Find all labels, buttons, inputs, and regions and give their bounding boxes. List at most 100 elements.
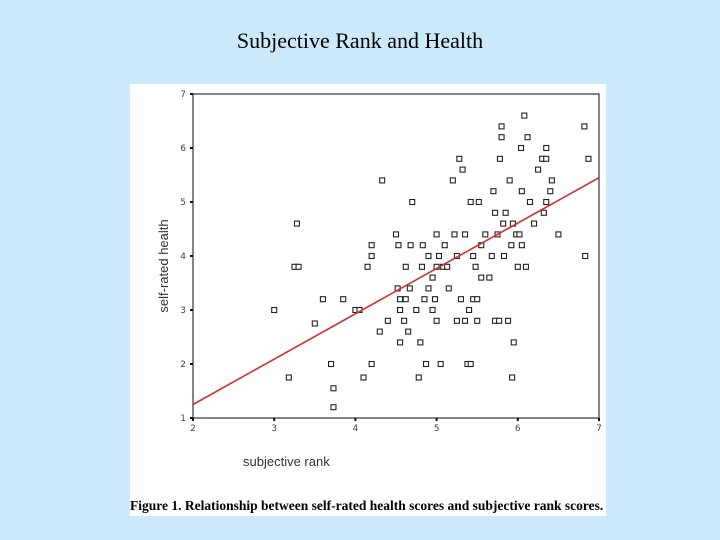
data-point — [526, 198, 534, 206]
data-point — [413, 306, 420, 314]
data-point — [509, 374, 516, 381]
y-tick-label: 4 — [180, 252, 186, 262]
data-point — [496, 317, 503, 324]
data-point — [510, 339, 517, 346]
data-point — [518, 188, 525, 195]
data-point — [581, 123, 588, 130]
data-point — [506, 177, 513, 184]
data-point — [498, 134, 505, 141]
data-point — [490, 188, 497, 195]
data-point — [514, 263, 521, 270]
data-point — [437, 360, 444, 368]
x-axis-label: subjective rank — [243, 454, 330, 469]
data-point — [271, 306, 278, 314]
data-point — [415, 374, 422, 381]
data-point — [368, 252, 375, 260]
data-point — [397, 306, 404, 314]
data-point — [327, 360, 335, 368]
data-point — [429, 306, 436, 314]
data-point — [548, 177, 555, 184]
data-point — [376, 328, 383, 335]
data-point — [457, 296, 465, 303]
data-point — [401, 317, 408, 324]
data-point — [540, 209, 547, 216]
data-point — [518, 242, 525, 249]
data-point — [395, 242, 402, 249]
data-point — [402, 263, 409, 270]
data-point — [368, 360, 375, 368]
data-point — [449, 177, 456, 184]
x-tick-label: 6 — [515, 424, 521, 434]
y-tick-label: 7 — [180, 90, 186, 100]
slide-title: Subjective Rank and Health — [236, 28, 484, 53]
data-point — [488, 252, 495, 260]
regression-line — [192, 177, 600, 406]
data-point — [461, 317, 469, 324]
x-tick-label: 4 — [353, 424, 359, 434]
data-point — [521, 112, 528, 119]
data-point — [459, 166, 466, 173]
data-point — [543, 144, 550, 152]
data-point — [421, 296, 428, 303]
data-point — [467, 198, 474, 206]
data-point — [524, 134, 531, 141]
data-point — [360, 374, 367, 381]
y-axis-label: self-rated health — [156, 219, 171, 312]
data-point — [429, 274, 436, 281]
data-point — [496, 155, 503, 162]
data-point — [384, 317, 391, 324]
x-tick-label: 5 — [434, 424, 440, 434]
data-point — [295, 263, 302, 270]
data-point — [422, 360, 430, 368]
y-tick-label: 1 — [180, 414, 186, 424]
data-point — [505, 317, 512, 324]
data-point — [453, 317, 460, 324]
data-point — [498, 123, 505, 130]
data-point — [585, 155, 592, 162]
data-point — [441, 242, 448, 249]
data-point — [417, 339, 424, 346]
data-point — [508, 242, 515, 249]
data-point — [555, 231, 562, 238]
data-point — [406, 285, 413, 292]
data-point — [364, 263, 371, 270]
figure-caption: Figure 1. Relationship between self-rate… — [130, 498, 604, 513]
data-point — [368, 242, 375, 249]
data-point — [319, 296, 326, 303]
data-point — [431, 296, 439, 303]
data-point — [418, 263, 426, 270]
data-point — [311, 320, 318, 327]
data-point — [445, 285, 452, 292]
data-point — [425, 252, 432, 260]
x-tick-label: 3 — [271, 424, 277, 434]
data-point — [517, 144, 525, 152]
data-point — [340, 296, 347, 303]
data-point — [293, 220, 300, 227]
data-point — [543, 155, 550, 162]
data-point — [397, 296, 404, 303]
y-tick-label: 3 — [180, 306, 186, 316]
data-point — [425, 285, 432, 292]
data-point — [444, 263, 451, 270]
data-point — [535, 166, 542, 173]
data-point — [330, 404, 337, 411]
data-point — [543, 198, 550, 206]
data-point — [451, 231, 458, 238]
data-point — [516, 231, 523, 238]
data-point — [522, 263, 529, 270]
x-tick-label: 2 — [190, 424, 196, 434]
data-point — [474, 317, 481, 324]
plot-frame — [192, 93, 600, 419]
data-point — [433, 231, 440, 238]
data-point — [470, 252, 477, 260]
data-point — [433, 317, 440, 324]
data-point — [472, 263, 479, 270]
data-point — [461, 231, 469, 238]
data-point — [500, 252, 508, 260]
data-point — [409, 198, 416, 206]
data-point — [419, 242, 426, 249]
y-tick-label: 6 — [180, 144, 186, 154]
data-point — [466, 306, 473, 314]
data-point — [402, 296, 409, 303]
